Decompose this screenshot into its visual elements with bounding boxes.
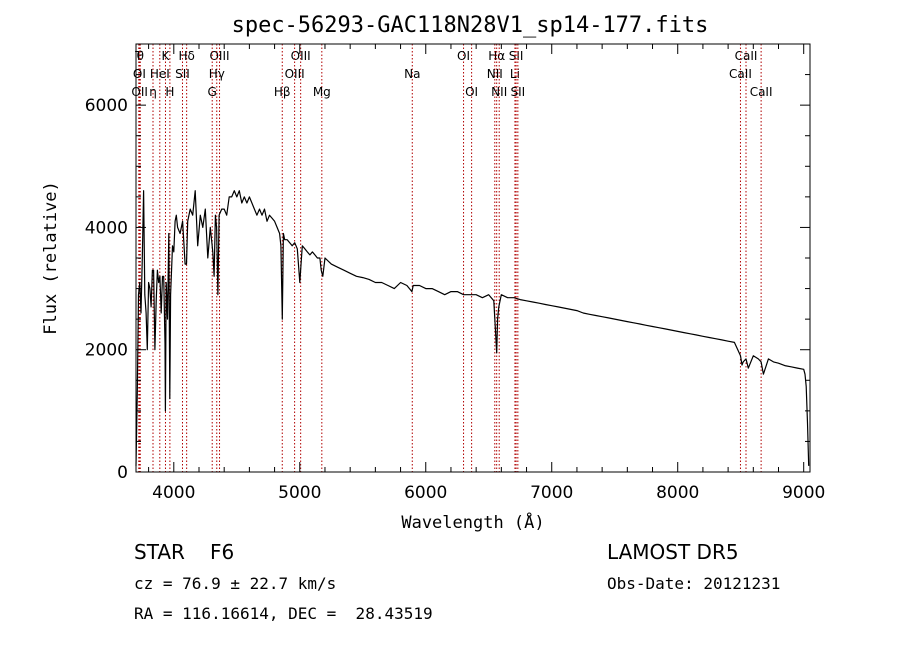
line-label-11: Hγ [209,67,225,81]
line-label-5: HeI [150,67,170,81]
line-label-19: OI [465,85,478,99]
survey-name: LAMOST DR5 [607,540,739,564]
x-tick-label-4: 8000 [656,483,699,503]
line-label-3: OII [131,85,148,99]
object-subclass: F6 [210,540,235,564]
line-markers: Tθ OI OII K HeI η H Hδ SII OIII Hγ G OIII OIII Hβ Mg Na O… [131,44,773,472]
line-label-23: Li [510,67,520,81]
x-tick-label-1: 5000 [278,483,321,503]
line-label-28: CaII [750,85,773,99]
line-label-13: OIII [291,49,311,63]
line-label-24: NII [491,85,507,99]
line-label-25: SII [510,85,525,99]
redshift-velocity: cz = 76.9 ± 22.7 km/s [134,574,337,593]
x-tick-label-3: 7000 [530,483,573,503]
line-label-0: T [134,49,143,63]
x-tick-label-2: 6000 [404,483,447,503]
line-label-7: H [165,85,174,99]
line-label-17: Na [404,67,420,81]
line-label-1: θ [137,49,144,63]
spectrum-line [135,190,810,466]
line-label-14: OIII [285,67,305,81]
spectrum-series [135,190,810,466]
line-label-6: η [149,85,157,99]
line-label-15: Hβ [274,85,291,99]
y-tick-label-3: 6000 [85,96,128,116]
line-label-10: OIII [209,49,229,63]
observation-date: Obs-Date: 20121231 [607,574,781,593]
line-label-4: K [162,49,171,63]
x-tick-label-0: 4000 [152,483,195,503]
line-label-22: NII [487,67,503,81]
x-axis-label: Wavelength (Å) [401,511,544,533]
line-label-8: Hδ [178,49,194,63]
chart-title: spec-56293-GAC118N28V1_sp14-177.fits [232,13,709,38]
x-axis-ticks: 4000 5000 6000 7000 8000 9000 [148,44,825,503]
line-label-12: G [208,85,217,99]
x-tick-label-5: 9000 [782,483,825,503]
y-axis-ticks: 0 2000 4000 6000 [85,74,810,483]
y-axis-label: Flux (relative) [41,181,61,335]
y-tick-label-2: 4000 [85,218,128,238]
y-tick-label-0: 0 [117,463,128,483]
y-tick-label-1: 2000 [85,341,128,361]
coordinates: RA = 116.16614, DEC = 28.43519 [134,604,433,623]
plot-frame [135,43,811,473]
object-class: STAR [134,540,185,564]
line-label-18: OI [457,49,470,63]
line-label-9: SII [175,67,190,81]
line-label-20: Hα [488,49,505,63]
line-label-16: Mg [313,85,331,99]
line-label-27: CaII [729,67,752,81]
line-label-21: SII [509,49,524,63]
line-label-26: CaII [735,49,758,63]
